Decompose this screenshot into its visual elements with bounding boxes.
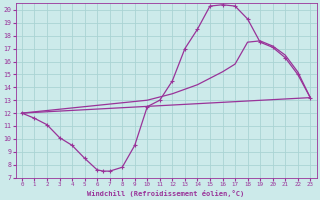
X-axis label: Windchill (Refroidissement éolien,°C): Windchill (Refroidissement éolien,°C) (87, 190, 245, 197)
